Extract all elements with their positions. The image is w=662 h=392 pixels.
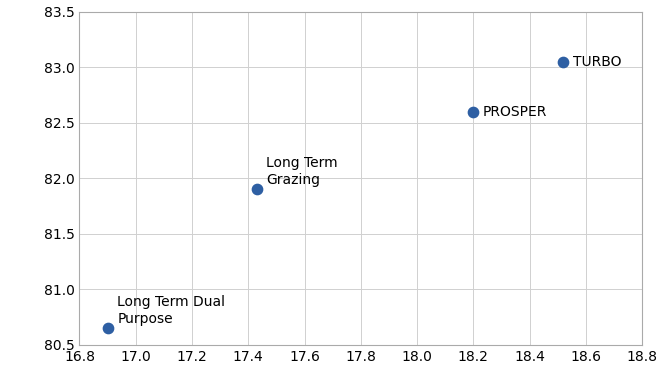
Point	[252, 186, 262, 192]
Point	[468, 109, 479, 115]
Text: Long Term
Grazing: Long Term Grazing	[266, 156, 338, 187]
Text: Long Term Dual
Purpose: Long Term Dual Purpose	[117, 295, 225, 325]
Point	[558, 58, 569, 65]
Text: TURBO: TURBO	[573, 55, 622, 69]
Text: PROSPER: PROSPER	[483, 105, 547, 119]
Point	[102, 325, 113, 331]
